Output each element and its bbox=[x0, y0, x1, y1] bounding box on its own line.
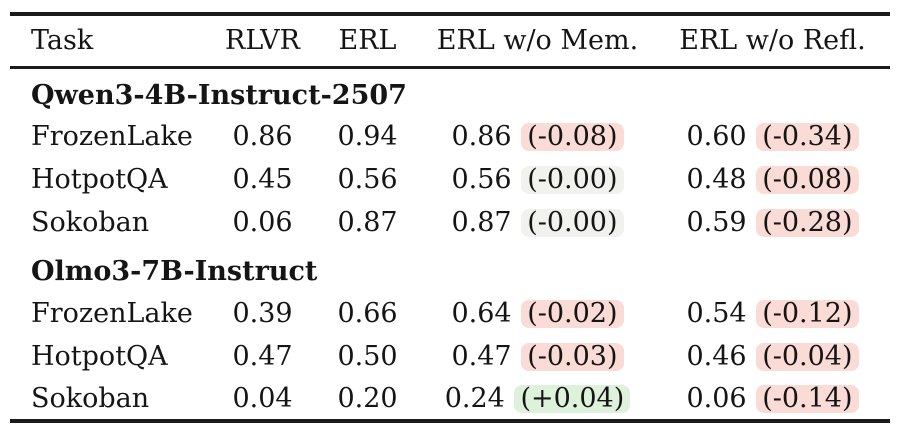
column-header-erl: ERL bbox=[338, 25, 397, 57]
table-row: HotpotQA 0.45 0.56 0.56 (-0.00) 0.48 (-0… bbox=[10, 158, 890, 201]
section-title: Qwen3-4B-Instruct-2507 bbox=[31, 79, 407, 111]
task-cell: FrozenLake bbox=[31, 121, 193, 152]
delta-badge: (-0.02) bbox=[521, 299, 624, 329]
table-header: Task RLVR ERL ERL w/o Mem. ERL w/o Refl. bbox=[10, 14, 890, 67]
erl-cell: 0.66 bbox=[337, 298, 398, 329]
table-row: Sokoban 0.04 0.20 0.24 (+0.04) 0.06 (-0.… bbox=[10, 378, 890, 421]
score-value: 0.46 bbox=[686, 341, 747, 372]
column-header-rlvr: RLVR bbox=[225, 25, 300, 57]
delta-badge: (-0.08) bbox=[756, 165, 859, 195]
score-value: 0.24 bbox=[444, 383, 505, 414]
task-cell: Sokoban bbox=[31, 383, 150, 414]
score-value: 0.87 bbox=[451, 207, 512, 238]
header-row: Task RLVR ERL ERL w/o Mem. ERL w/o Refl. bbox=[10, 14, 890, 67]
column-header-erl-wo-refl: ERL w/o Refl. bbox=[679, 25, 866, 57]
erl-wo-refl-cell: 0.54 (-0.12) bbox=[655, 292, 890, 335]
table-row: Sokoban 0.06 0.87 0.87 (-0.00) 0.59 (-0.… bbox=[10, 201, 890, 244]
rlvr-cell: 0.86 bbox=[232, 121, 293, 152]
score-value: 0.59 bbox=[686, 207, 747, 238]
score-value: 0.56 bbox=[451, 164, 512, 195]
erl-wo-mem-cell: 0.87 (-0.00) bbox=[420, 201, 655, 244]
section-header-row: Olmo3-7B-Instruct bbox=[10, 244, 890, 292]
score-value: 0.47 bbox=[451, 341, 512, 372]
rlvr-cell: 0.45 bbox=[232, 164, 293, 195]
score-value: 0.60 bbox=[686, 121, 747, 152]
erl-wo-refl-cell: 0.59 (-0.28) bbox=[655, 201, 890, 244]
delta-badge: (-0.08) bbox=[521, 122, 624, 152]
section-header-row: Qwen3-4B-Instruct-2507 bbox=[10, 67, 890, 115]
erl-wo-refl-cell: 0.60 (-0.34) bbox=[655, 115, 890, 158]
erl-cell: 0.56 bbox=[337, 164, 398, 195]
delta-badge: (-0.03) bbox=[521, 342, 624, 372]
delta-badge: (-0.00) bbox=[521, 165, 624, 195]
delta-badge: (-0.14) bbox=[756, 384, 859, 414]
task-cell: HotpotQA bbox=[31, 164, 168, 195]
erl-wo-refl-cell: 0.06 (-0.14) bbox=[655, 378, 890, 421]
score-value: 0.86 bbox=[451, 121, 512, 152]
erl-wo-mem-cell: 0.64 (-0.02) bbox=[420, 292, 655, 335]
score-value: 0.64 bbox=[451, 298, 512, 329]
table-row: HotpotQA 0.47 0.50 0.47 (-0.03) 0.46 (-0… bbox=[10, 335, 890, 378]
table-row: FrozenLake 0.86 0.94 0.86 (-0.08) 0.60 (… bbox=[10, 115, 890, 158]
erl-wo-refl-cell: 0.46 (-0.04) bbox=[655, 335, 890, 378]
erl-wo-mem-cell: 0.86 (-0.08) bbox=[420, 115, 655, 158]
score-value: 0.48 bbox=[686, 164, 747, 195]
erl-wo-mem-cell: 0.47 (-0.03) bbox=[420, 335, 655, 378]
rlvr-cell: 0.39 bbox=[232, 298, 293, 329]
erl-cell: 0.50 bbox=[337, 341, 398, 372]
rlvr-cell: 0.06 bbox=[232, 207, 293, 238]
rlvr-cell: 0.04 bbox=[232, 383, 293, 414]
delta-badge: (+0.04) bbox=[514, 384, 631, 414]
score-value: 0.54 bbox=[686, 298, 747, 329]
column-header-erl-wo-mem: ERL w/o Mem. bbox=[436, 25, 639, 57]
delta-badge: (-0.00) bbox=[521, 208, 624, 238]
erl-cell: 0.20 bbox=[337, 383, 398, 414]
erl-wo-mem-cell: 0.24 (+0.04) bbox=[420, 378, 655, 421]
erl-cell: 0.94 bbox=[337, 121, 398, 152]
erl-wo-refl-cell: 0.48 (-0.08) bbox=[655, 158, 890, 201]
rlvr-cell: 0.47 bbox=[232, 341, 293, 372]
score-value: 0.06 bbox=[686, 383, 747, 414]
table-row: FrozenLake 0.39 0.66 0.64 (-0.02) 0.54 (… bbox=[10, 292, 890, 335]
task-cell: FrozenLake bbox=[31, 298, 193, 329]
delta-badge: (-0.28) bbox=[756, 208, 859, 238]
column-header-task: Task bbox=[31, 25, 94, 57]
ablation-results-table: Task RLVR ERL ERL w/o Mem. ERL w/o Refl.… bbox=[10, 12, 890, 423]
erl-cell: 0.87 bbox=[337, 207, 398, 238]
delta-badge: (-0.34) bbox=[756, 122, 859, 152]
delta-badge: (-0.12) bbox=[756, 299, 859, 329]
task-cell: Sokoban bbox=[31, 207, 150, 238]
section-title: Olmo3-7B-Instruct bbox=[31, 256, 318, 287]
task-cell: HotpotQA bbox=[31, 341, 168, 372]
erl-wo-mem-cell: 0.56 (-0.00) bbox=[420, 158, 655, 201]
delta-badge: (-0.04) bbox=[756, 342, 859, 372]
